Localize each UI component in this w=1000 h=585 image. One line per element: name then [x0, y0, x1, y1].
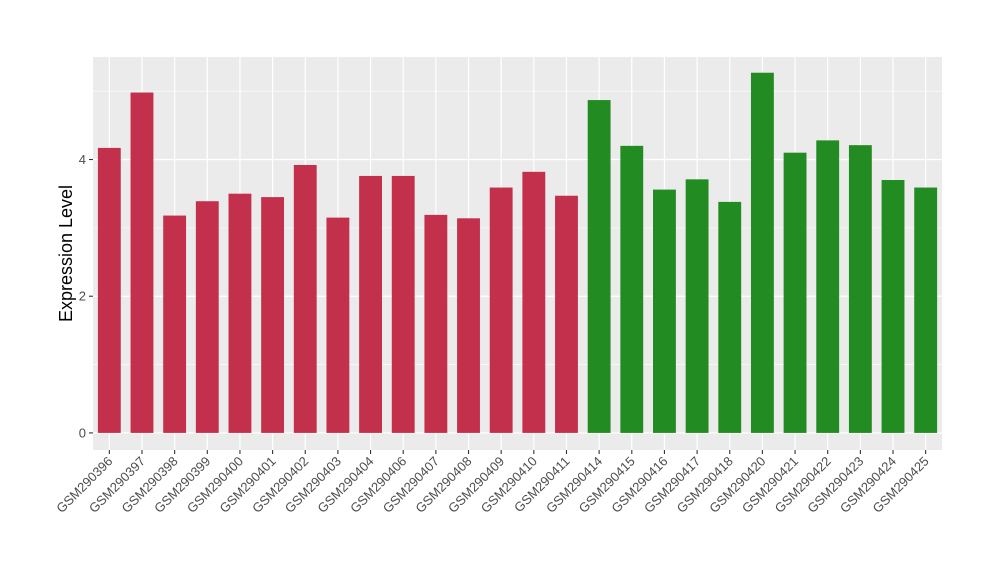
y-tick-label: 2 [79, 289, 86, 304]
bar-GSM290424 [881, 180, 905, 433]
bar-GSM290401 [261, 197, 285, 433]
bar-GSM290398 [163, 215, 187, 433]
bars [97, 72, 938, 433]
bar-GSM290397 [130, 92, 154, 433]
bar-GSM290411 [555, 195, 578, 433]
bar-GSM290407 [424, 214, 448, 433]
bar-GSM290410 [522, 171, 546, 433]
bar-GSM290406 [391, 175, 415, 433]
bar-GSM290409 [489, 187, 513, 433]
bar-GSM290415 [620, 145, 644, 433]
bar-GSM290420 [750, 72, 774, 433]
bar-GSM290400 [228, 193, 252, 433]
bar-GSM290422 [816, 140, 840, 433]
y-tick-label: 0 [79, 425, 86, 440]
bar-GSM290404 [359, 175, 382, 433]
bar-GSM290402 [293, 164, 317, 433]
y-axis-title: Expression Level [56, 185, 76, 322]
bar-GSM290421 [783, 152, 807, 433]
bar-GSM290396 [97, 147, 121, 433]
bar-GSM290425 [914, 187, 938, 433]
bar-GSM290416 [653, 189, 676, 433]
y-tick-label: 4 [79, 152, 86, 167]
bar-GSM290423 [848, 145, 872, 433]
bar-GSM290408 [457, 218, 480, 433]
bar-GSM290418 [718, 201, 742, 433]
plot-panel [93, 57, 942, 450]
bar-GSM290417 [685, 179, 709, 433]
bar-GSM290414 [587, 100, 611, 433]
bar-GSM290403 [326, 217, 350, 433]
bar-GSM290399 [195, 201, 219, 433]
